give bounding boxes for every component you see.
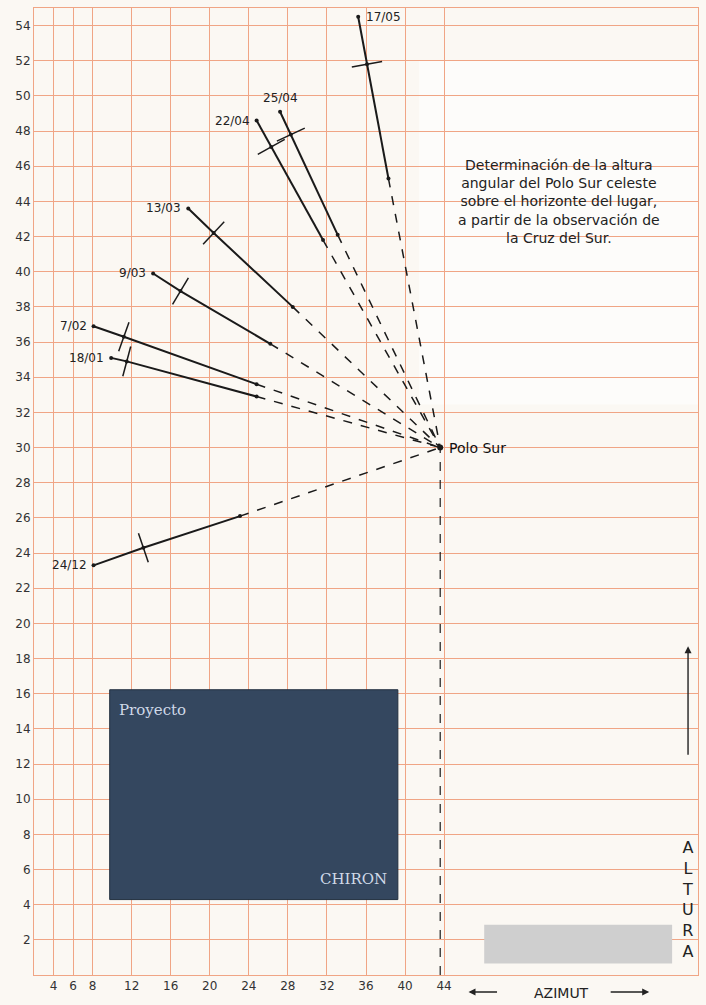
svg-text:14: 14 <box>15 722 30 736</box>
svg-text:20: 20 <box>202 979 217 993</box>
svg-text:36: 36 <box>15 335 30 349</box>
svg-text:6: 6 <box>23 863 31 877</box>
svg-text:44: 44 <box>15 195 30 209</box>
svg-text:AZIMUT: AZIMUT <box>534 985 589 1001</box>
svg-text:42: 42 <box>15 230 30 244</box>
svg-text:24: 24 <box>241 979 256 993</box>
svg-text:20: 20 <box>15 617 30 631</box>
svg-text:18/01: 18/01 <box>69 351 104 365</box>
svg-text:CHIRON: CHIRON <box>320 870 387 888</box>
svg-text:40: 40 <box>397 979 412 993</box>
svg-text:18: 18 <box>15 652 30 666</box>
svg-text:12: 12 <box>15 757 30 771</box>
svg-text:25/04: 25/04 <box>263 91 298 105</box>
svg-text:9/03: 9/03 <box>119 266 146 280</box>
svg-text:38: 38 <box>15 300 30 314</box>
svg-text:24/12: 24/12 <box>52 558 87 572</box>
svg-text:54: 54 <box>15 19 30 33</box>
svg-text:46: 46 <box>15 159 30 173</box>
svg-text:40: 40 <box>15 265 30 279</box>
svg-text:22: 22 <box>15 581 30 595</box>
svg-text:26: 26 <box>15 511 30 525</box>
svg-text:28: 28 <box>15 476 30 490</box>
svg-text:Determinación de la alturaangu: Determinación de la alturaangular del Po… <box>458 157 660 246</box>
svg-text:22/04: 22/04 <box>215 114 250 128</box>
svg-text:34: 34 <box>15 370 30 384</box>
svg-text:32: 32 <box>15 406 30 420</box>
svg-text:28: 28 <box>280 979 295 993</box>
svg-text:13/03: 13/03 <box>146 201 181 215</box>
svg-text:4: 4 <box>50 979 58 993</box>
svg-text:50: 50 <box>15 89 30 103</box>
svg-text:52: 52 <box>15 54 30 68</box>
svg-text:4: 4 <box>23 898 31 912</box>
svg-text:8: 8 <box>89 979 97 993</box>
svg-text:10: 10 <box>15 792 30 806</box>
svg-text:44: 44 <box>436 979 451 993</box>
svg-text:7/02: 7/02 <box>60 319 87 333</box>
svg-text:Polo Sur: Polo Sur <box>449 440 506 456</box>
svg-text:30: 30 <box>15 441 30 455</box>
svg-text:48: 48 <box>15 124 30 138</box>
svg-text:36: 36 <box>358 979 373 993</box>
svg-text:32: 32 <box>319 979 334 993</box>
svg-text:24: 24 <box>15 546 30 560</box>
svg-text:16: 16 <box>163 979 178 993</box>
svg-text:2: 2 <box>23 933 31 947</box>
svg-text:8: 8 <box>23 828 31 842</box>
svg-text:12: 12 <box>124 979 139 993</box>
svg-text:Proyecto: Proyecto <box>119 701 186 719</box>
svg-text:17/05: 17/05 <box>366 10 401 24</box>
svg-text:6: 6 <box>69 979 77 993</box>
svg-text:ALTURA: ALTURA <box>682 838 694 961</box>
svg-text:16: 16 <box>15 687 30 701</box>
